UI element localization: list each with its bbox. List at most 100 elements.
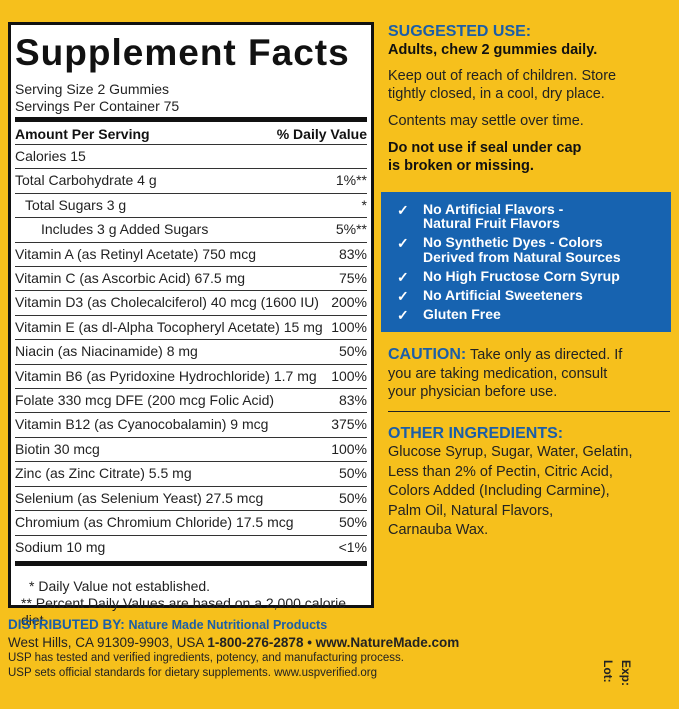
check: ✓: [397, 307, 409, 323]
nutrient: Vitamin C (as Ascorbic Acid) 67.5 mg: [15, 270, 246, 287]
lot: Lot:: [601, 660, 615, 683]
servings-per-container: Servings Per Container 75: [15, 98, 180, 114]
header-amount: Amount Per Serving: [15, 126, 150, 142]
daily-value: 50%: [338, 489, 367, 506]
suggested-use: SUGGESTED USE: Adults, chew 2 gummies da…: [388, 22, 673, 175]
nutrient: Vitamin A (as Retinyl Acetate) 750 mcg: [15, 245, 256, 262]
ingredient-line: Palm Oil, Natural Flavors,: [388, 502, 554, 519]
nutrient: Selenium (as Selenium Yeast) 27.5 mcg: [15, 489, 264, 506]
direction: Adults, chew 2 gummies daily.: [388, 42, 598, 58]
ingredient-line: Carnauba Wax.: [388, 522, 489, 538]
nutrient: Vitamin B6 (as Pyridoxine Hydrochloride)…: [15, 367, 317, 384]
nutrient: Total Carbohydrate 4 g: [15, 172, 157, 189]
divider: [15, 560, 367, 566]
caution-line: you are taking medication, consult: [388, 365, 608, 382]
check: ✓: [397, 235, 409, 251]
caution-line: Take only as directed. If: [470, 347, 623, 363]
ingredient-line: Glucose Syrup, Sugar, Water, Gelatin,: [388, 444, 633, 460]
usp-line: USP has tested and verified ingredients,…: [8, 652, 404, 664]
daily-value: 100%: [331, 367, 367, 384]
note: tightly closed, in a cool, dry place.: [388, 86, 605, 102]
address: West Hills, CA 91309-9903, USA: [8, 635, 204, 650]
nutrient: Total Sugars 3 g: [25, 196, 127, 213]
nutrient: Chromium (as Chromium Chloride) 17.5 mcg: [15, 514, 294, 531]
nutrient: Sodium 10 mg: [15, 538, 106, 555]
nutrient: Vitamin D3 (as Cholecalciferol) 40 mcg (…: [15, 294, 319, 311]
nutrient: Includes 3 g Added Sugars: [41, 221, 209, 238]
divider: [388, 411, 670, 412]
supplement-facts: Supplement Facts Serving Size 2 Gummies …: [8, 22, 374, 628]
distributor-label: DISTRIBUTED BY:: [8, 617, 125, 632]
nutrient: Vitamin E (as dl-Alpha Tocopheryl Acetat…: [15, 318, 323, 335]
warning: is broken or missing.: [388, 158, 534, 174]
distributor: DISTRIBUTED BY: Nature Made Nutritional …: [8, 616, 568, 681]
claims-box: ✓ No Artificial Flavors - Natural Fruit …: [381, 192, 671, 332]
facts-row: Vitamin D3 (as Cholecalciferol) 40 mcg (…: [15, 290, 367, 314]
facts-row: Biotin 30 mcg 100%: [15, 436, 367, 461]
other-ingredients: OTHER INGREDIENTS: Glucose Syrup, Sugar,…: [388, 424, 673, 541]
suggested-use-heading: SUGGESTED USE:: [388, 23, 532, 40]
daily-value: 100%: [331, 318, 367, 335]
facts-header: Amount Per Serving % Daily Value: [15, 124, 367, 144]
check: ✓: [397, 269, 409, 285]
exp: Exp:: [619, 660, 633, 687]
divider: [15, 144, 367, 145]
caution-heading: CAUTION:: [388, 346, 467, 363]
facts-row: Chromium (as Chromium Chloride) 17.5 mcg…: [15, 510, 367, 534]
ingredient-line: Colors Added (Including Carmine),: [388, 483, 610, 499]
footnote: ** Percent Daily Values are based on a 2…: [21, 594, 347, 628]
daily-value: 50%: [338, 465, 367, 482]
facts-row: Folate 330 mcg DFE (200 mcg Folic Acid) 8…: [15, 388, 367, 412]
ingredient-line: Less than 2% of Pectin, Citric Acid,: [388, 463, 613, 480]
nutrient: Niacin (as Niacinamide) 8 mg: [15, 343, 198, 360]
caution-line: your physician before use.: [388, 384, 558, 400]
claim: No Artificial Flavors -: [423, 201, 564, 217]
daily-value: 83%: [338, 245, 367, 262]
daily-value: 5%**: [335, 221, 367, 238]
nutrient: Zinc (as Zinc Citrate) 5.5 mg: [15, 465, 192, 482]
daily-value: *: [361, 196, 367, 213]
facts-row: Vitamin C (as Ascorbic Acid) 67.5 mg 75%: [15, 266, 367, 290]
facts-rows: Calories 15 Total Carbohydrate 4 g 1%** Tot…: [15, 145, 367, 559]
daily-value: 50%: [338, 343, 367, 360]
facts-row: Vitamin E (as dl-Alpha Tocopheryl Acetat…: [15, 314, 367, 339]
ingredient-lines: Glucose Syrup, Sugar, Water, Gelatin, Les…: [388, 443, 673, 541]
facts-row: Sodium 10 mg <1%: [15, 534, 367, 559]
facts-title: Supplement Facts: [15, 32, 350, 73]
nutrient: Calories 15: [15, 148, 86, 164]
caution: CAUTION: Take only as directed. If you a…: [388, 346, 673, 402]
claim: No Synthetic Dyes - Colors: [423, 234, 603, 250]
claim: Gluten Free: [423, 306, 501, 322]
nutrient: Folate 330 mcg DFE (200 mcg Folic Acid): [15, 392, 275, 409]
facts-row: Vitamin B12 (as Cyanocobalamin) 9 mcg 375…: [15, 412, 367, 436]
contact: 1-800-276-2878 • www.NatureMade.com: [207, 635, 460, 650]
facts-row: Total Carbohydrate 4 g 1%**: [15, 168, 367, 192]
note: Keep out of reach of children. Store: [388, 68, 617, 84]
facts-row: Niacin (as Niacinamide) 8 mg 50%: [15, 339, 367, 363]
note: Contents may settle over time.: [388, 113, 584, 129]
footnotes: * Daily Value not established. ** Percen…: [15, 578, 367, 629]
distributor-name: Nature Made Nutritional Products: [128, 618, 328, 632]
facts-row: Selenium (as Selenium Yeast) 27.5 mcg 50%: [15, 485, 367, 510]
facts-row: Includes 3 g Added Sugars 5%**: [15, 217, 367, 241]
footnote: * Daily Value not established.: [29, 577, 211, 594]
daily-value: 200%: [331, 294, 367, 311]
daily-value: 1%**: [335, 172, 367, 189]
daily-value: <1%: [338, 538, 367, 555]
check: ✓: [397, 288, 409, 304]
daily-value: 100%: [331, 440, 367, 457]
claim: Natural Fruit Flavors: [423, 215, 560, 231]
check: ✓: [397, 202, 409, 218]
daily-value: 75%: [338, 270, 367, 287]
facts-row: Calories 15: [15, 145, 367, 168]
facts-row: Vitamin A (as Retinyl Acetate) 750 mcg 83…: [15, 241, 367, 266]
facts-row: Zinc (as Zinc Citrate) 5.5 mg 50%: [15, 461, 367, 485]
claim: No High Fructose Corn Syrup: [423, 268, 620, 284]
nutrient: Biotin 30 mcg: [15, 440, 100, 457]
nutrient: Vitamin B12 (as Cyanocobalamin) 9 mcg: [15, 416, 269, 433]
serving-size: Serving Size 2 Gummies: [15, 81, 170, 97]
claim: No Artificial Sweeteners: [423, 287, 583, 303]
header-dv: % Daily Value: [276, 126, 367, 142]
daily-value: 50%: [338, 514, 367, 531]
